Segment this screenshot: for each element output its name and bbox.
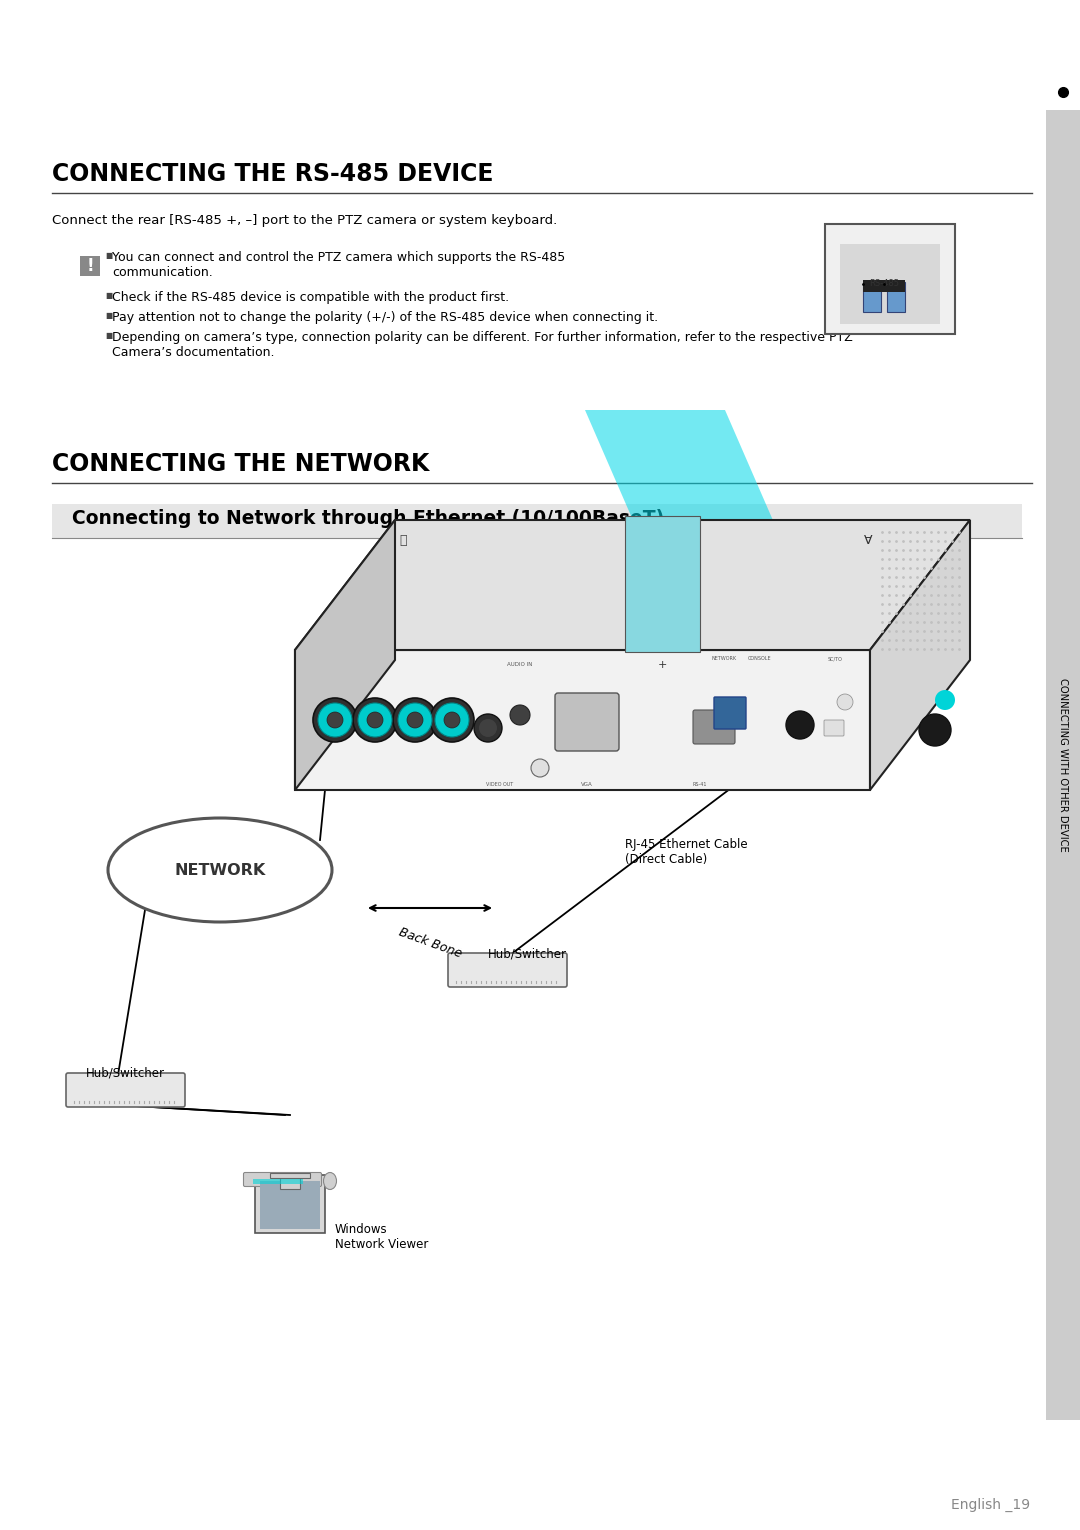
Bar — [1047, 110, 1080, 1420]
Circle shape — [367, 711, 383, 728]
Circle shape — [318, 702, 352, 737]
Circle shape — [474, 715, 502, 742]
Text: NETWORK: NETWORK — [174, 863, 266, 878]
Bar — [253, 1180, 303, 1184]
Text: RS-41: RS-41 — [692, 782, 707, 786]
Bar — [80, 256, 100, 275]
Text: English _19: English _19 — [950, 1498, 1030, 1512]
Text: CONNECTING THE RS-485 DEVICE: CONNECTING THE RS-485 DEVICE — [52, 162, 494, 187]
Text: CONNECTING WITH OTHER DEVICE: CONNECTING WITH OTHER DEVICE — [1058, 678, 1068, 852]
Circle shape — [510, 705, 530, 725]
Polygon shape — [295, 520, 970, 650]
Text: ■: ■ — [105, 311, 112, 320]
Text: VGA: VGA — [581, 782, 593, 786]
Polygon shape — [295, 650, 870, 789]
Text: Depending on camera’s type, connection polarity can be different. For further in: Depending on camera’s type, connection p… — [112, 330, 853, 360]
Circle shape — [531, 759, 549, 777]
FancyBboxPatch shape — [693, 710, 735, 744]
Circle shape — [430, 698, 474, 742]
FancyBboxPatch shape — [243, 1172, 322, 1186]
Text: NETWORK: NETWORK — [712, 656, 737, 661]
Text: ⎕: ⎕ — [400, 534, 407, 546]
Circle shape — [919, 715, 951, 747]
Text: !: ! — [86, 257, 94, 275]
Text: You can connect and control the PTZ camera which supports the RS-485
communicati: You can connect and control the PTZ came… — [112, 251, 565, 278]
FancyBboxPatch shape — [714, 698, 746, 728]
Text: ■: ■ — [105, 291, 112, 300]
Text: AUDIO IN: AUDIO IN — [508, 662, 532, 667]
Text: SC/TO: SC/TO — [827, 656, 842, 661]
FancyBboxPatch shape — [448, 953, 567, 987]
Ellipse shape — [108, 819, 332, 923]
Text: CONNECTING THE NETWORK: CONNECTING THE NETWORK — [52, 451, 430, 476]
Bar — [260, 1181, 320, 1229]
Bar — [625, 516, 700, 652]
Text: Hub/Switcher: Hub/Switcher — [86, 1066, 165, 1080]
Text: VIDEO OUT: VIDEO OUT — [486, 782, 514, 786]
Text: ■: ■ — [105, 330, 112, 340]
Text: Hub/Switcher: Hub/Switcher — [488, 947, 567, 959]
Bar — [270, 1174, 310, 1178]
Circle shape — [399, 702, 432, 737]
Bar — [255, 1175, 325, 1233]
Text: Connecting to Network through Ethernet (10/100BaseT): Connecting to Network through Ethernet (… — [72, 509, 664, 528]
Bar — [825, 223, 955, 334]
Text: Check if the RS-485 device is compatible with the product first.: Check if the RS-485 device is compatible… — [112, 291, 509, 304]
Bar — [863, 282, 881, 312]
Text: RJ-45 Ethernet Cable
(Direct Cable): RJ-45 Ethernet Cable (Direct Cable) — [625, 838, 747, 866]
Bar — [52, 503, 1022, 539]
Text: +: + — [658, 659, 666, 670]
Bar — [840, 243, 940, 324]
Text: CONSOLE: CONSOLE — [748, 656, 772, 661]
Polygon shape — [295, 520, 395, 789]
Circle shape — [935, 690, 955, 710]
Circle shape — [837, 695, 853, 710]
Bar — [280, 1177, 300, 1189]
Text: Back Bone: Back Bone — [396, 926, 463, 961]
Text: RS-485: RS-485 — [869, 278, 899, 288]
Circle shape — [435, 702, 469, 737]
Text: Ɐ: Ɐ — [864, 534, 873, 546]
Circle shape — [327, 711, 343, 728]
FancyBboxPatch shape — [555, 693, 619, 751]
FancyBboxPatch shape — [66, 1073, 185, 1108]
Text: Connect the rear [RS-485 +, –] port to the PTZ camera or system keyboard.: Connect the rear [RS-485 +, –] port to t… — [52, 214, 557, 226]
Circle shape — [353, 698, 397, 742]
Bar — [887, 282, 905, 312]
Polygon shape — [870, 520, 970, 789]
Circle shape — [407, 711, 423, 728]
FancyBboxPatch shape — [824, 721, 843, 736]
Text: Windows
Network Viewer: Windows Network Viewer — [335, 1222, 429, 1252]
Polygon shape — [585, 410, 775, 525]
Bar — [863, 280, 905, 292]
Circle shape — [313, 698, 357, 742]
Circle shape — [357, 702, 392, 737]
Circle shape — [444, 711, 460, 728]
Text: Pay attention not to change the polarity (+/-) of the RS-485 device when connect: Pay attention not to change the polarity… — [112, 311, 658, 324]
Text: ■: ■ — [105, 251, 112, 260]
Circle shape — [393, 698, 437, 742]
Circle shape — [786, 711, 814, 739]
Ellipse shape — [324, 1172, 337, 1189]
Circle shape — [480, 719, 497, 737]
